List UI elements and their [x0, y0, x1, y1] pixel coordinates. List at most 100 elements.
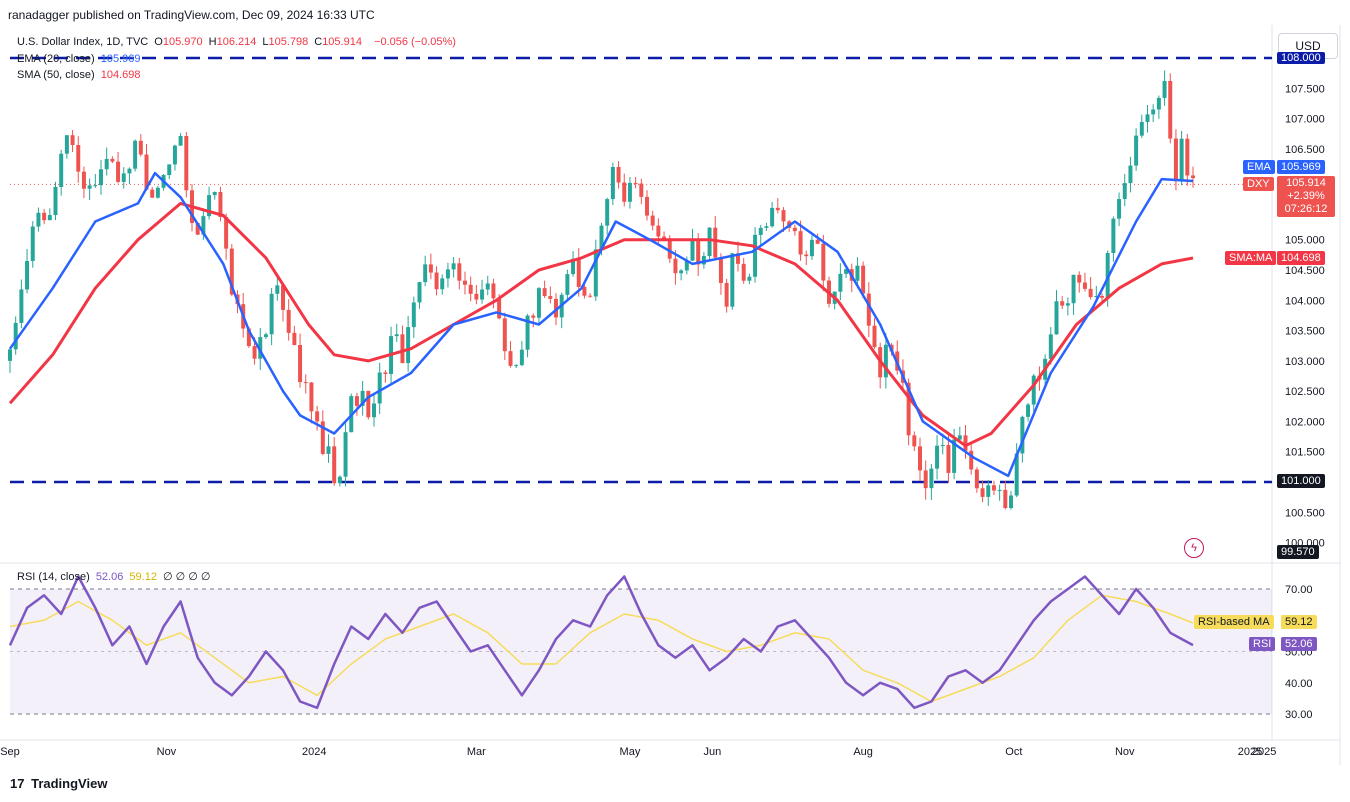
rsi-tag-name: RSI — [1249, 637, 1276, 651]
candle-body — [1179, 138, 1184, 182]
candle-body — [195, 222, 200, 235]
rsi-ma-tag-name: RSI-based MA — [1194, 615, 1274, 629]
candle-body — [775, 207, 780, 211]
candle-body — [650, 215, 655, 226]
candle-body — [1145, 114, 1150, 122]
tradingview-footer[interactable]: 17 TradingView — [10, 776, 107, 791]
candle-body — [480, 289, 485, 300]
ema20-line — [8, 171, 1194, 478]
candle-body — [622, 182, 627, 202]
ohlc-h: H106.214 — [208, 36, 257, 48]
rsi-legend: RSI (14, close) 52.06 59.12 ∅ ∅ ∅ ∅ — [17, 570, 214, 583]
rsi-ma-legend-value: 59.12 — [129, 571, 157, 583]
candle-body — [212, 191, 217, 196]
candle-body — [81, 171, 86, 189]
candle-body — [497, 298, 502, 319]
symbol-name: U.S. Dollar Index, 1D, TVC — [17, 36, 149, 48]
candle-body — [997, 489, 1002, 491]
candle-body — [969, 450, 974, 470]
candle-body — [445, 269, 450, 279]
candle-body — [19, 289, 24, 323]
candle-body — [1134, 135, 1139, 166]
candle-body — [542, 288, 547, 297]
sma-value: 104.698 — [100, 69, 141, 81]
candle-body — [184, 136, 189, 191]
candle-body — [684, 260, 689, 271]
candle-body — [514, 365, 519, 367]
candle-body — [753, 234, 758, 277]
rsi-tick-label: 30.00 — [1285, 709, 1313, 721]
candle-body — [155, 187, 160, 198]
candle-body — [792, 227, 797, 232]
candle-body — [548, 296, 553, 299]
ema-legend: EMA (20, close) 105.969 — [17, 53, 143, 65]
time-axis-label-2025: 2025 — [1238, 746, 1262, 758]
candle-body — [457, 263, 462, 281]
dxy-tag-timer: 07:26:12 — [1284, 203, 1328, 215]
candle-body — [701, 256, 706, 265]
dxy-tag-box: 105.914 +2.39% 07:26:12 — [1277, 176, 1335, 217]
candle-body — [645, 196, 649, 216]
candle-body — [736, 253, 740, 264]
candle-body — [36, 212, 41, 227]
candle-body — [588, 295, 593, 297]
candle-body — [76, 144, 81, 172]
candle-body — [741, 263, 746, 281]
candle-body — [724, 282, 729, 307]
candle-body — [519, 349, 524, 366]
candle-body — [809, 239, 814, 257]
candle-body — [605, 199, 610, 226]
candle-body — [121, 173, 126, 182]
candle-body — [491, 283, 496, 299]
price-tick-label: 103.500 — [1285, 326, 1325, 338]
candle-body — [1088, 288, 1093, 298]
time-axis-label: Mar — [467, 746, 486, 758]
price-tick-label: 106.500 — [1285, 144, 1325, 156]
candle-body — [1020, 416, 1025, 454]
candle-body — [906, 382, 911, 436]
candle-body — [332, 446, 337, 484]
candle-body — [13, 322, 18, 350]
lightning-icon[interactable]: ϟ — [1184, 538, 1204, 558]
time-axis-label: 2025 — [1252, 746, 1276, 758]
candle-body — [337, 476, 342, 484]
candle-body — [554, 298, 558, 318]
candle-body — [463, 280, 467, 285]
candle-body — [269, 293, 274, 335]
candle-body — [1082, 282, 1087, 289]
candle-body — [798, 231, 803, 255]
sma-tag-name: SMA:MA — [1225, 251, 1277, 265]
candle-body — [1117, 199, 1122, 219]
candle-body — [218, 191, 223, 217]
candle-body — [366, 390, 371, 418]
candle-body — [821, 243, 826, 281]
candle-body — [690, 240, 695, 261]
published-text: ranadagger published on TradingView.com,… — [8, 8, 375, 22]
candle-body — [286, 309, 291, 333]
candle-body — [1054, 301, 1059, 335]
price-tick-label: 103.000 — [1285, 356, 1325, 368]
candle-body — [87, 185, 92, 189]
candle-body — [502, 318, 507, 352]
candle-body — [246, 328, 251, 347]
candle-body — [855, 265, 860, 281]
candle-body — [99, 169, 103, 186]
candle-body — [861, 265, 866, 294]
candle-body — [838, 273, 843, 292]
candle-body — [275, 285, 280, 294]
ohlc-c: C105.914 — [314, 36, 362, 48]
candle-body — [815, 239, 820, 244]
time-axis-label: 2024 — [302, 746, 326, 758]
candle-body — [292, 332, 297, 346]
candle-body — [372, 403, 376, 418]
ohlc-l: L105.798 — [262, 36, 309, 48]
candle-body — [764, 226, 769, 228]
candle-body — [923, 470, 928, 489]
candle-body — [866, 293, 871, 326]
rsi-ma-line — [9, 594, 1194, 703]
candle-body — [150, 189, 155, 198]
candle-body — [957, 435, 962, 440]
candle-body — [1162, 80, 1167, 98]
candle-body — [1111, 218, 1116, 253]
